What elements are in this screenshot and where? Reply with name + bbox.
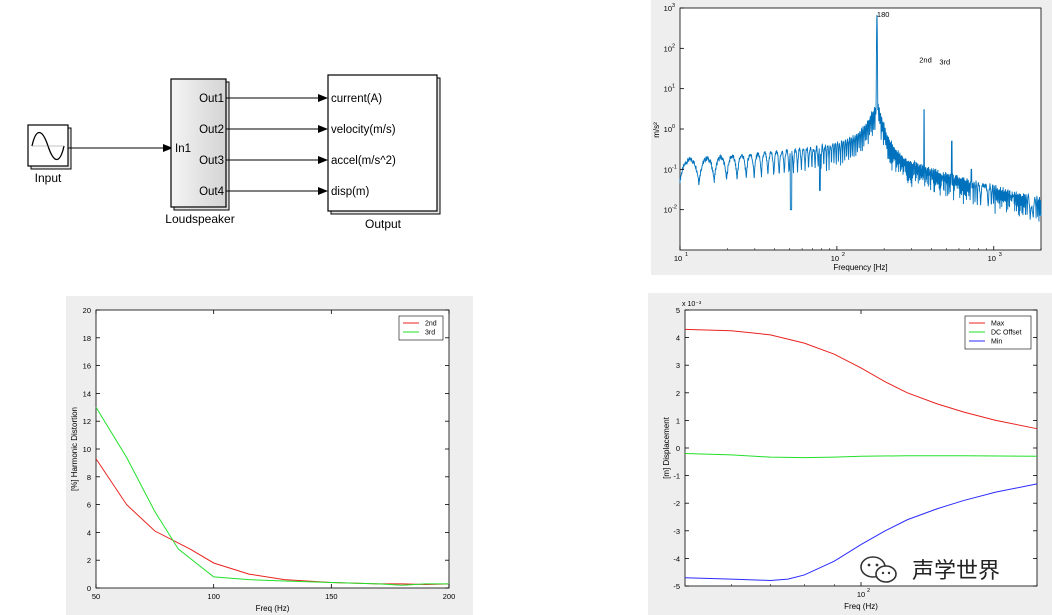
y-tick-label: 12 bbox=[83, 417, 91, 426]
series-line-max bbox=[684, 328, 1038, 430]
y-tick-label: 0 bbox=[676, 444, 680, 453]
y-tick-exponent: 1 bbox=[672, 84, 675, 90]
y-tick-label: 8 bbox=[87, 473, 91, 482]
y-tick-label: -1 bbox=[673, 472, 680, 481]
x-axis-label: Freq (Hz) bbox=[844, 602, 878, 611]
plot-area bbox=[679, 7, 1042, 251]
legend-box bbox=[398, 315, 444, 341]
legend-label: DC Offset bbox=[991, 330, 1022, 337]
y-tick-label: 6 bbox=[87, 501, 91, 510]
y-tick-label: 2 bbox=[676, 389, 680, 398]
loudspeaker-out-port: Out2 bbox=[199, 124, 224, 136]
legend-label: Min bbox=[991, 339, 1002, 346]
displacement-chart: 10 2 -5 -4 -3 -2 -1 0 1 2 3 4 5 Freq (Hz) [m] Displace… bbox=[648, 293, 1052, 615]
x-tick-label: 10 bbox=[831, 254, 839, 263]
x-tick-label: 10 bbox=[674, 254, 682, 263]
loudspeaker-in-port: In1 bbox=[175, 143, 191, 155]
spectrum-chart: 10 1 10 2 10 3 10 -2 10 -1 10 0 10 1 10 2 10 3 Frequency [… bbox=[651, 0, 1052, 275]
y-tick-label: -5 bbox=[673, 582, 680, 591]
plot-area bbox=[684, 309, 1038, 587]
annotation: 2nd bbox=[919, 55, 932, 64]
output-in-port: accel(m/s^2) bbox=[331, 155, 396, 167]
output-label: Output bbox=[365, 217, 402, 231]
y-tick-label: 1 bbox=[676, 416, 680, 425]
loudspeaker-block[interactable] bbox=[170, 78, 230, 211]
legend-label: Max bbox=[991, 321, 1005, 328]
series-line-min bbox=[684, 483, 1038, 581]
y-tick-label: 14 bbox=[83, 389, 91, 398]
x-tick-exponent: 2 bbox=[842, 252, 845, 258]
y-tick-label: 20 bbox=[83, 306, 91, 315]
y-axis-label: m/s² bbox=[652, 122, 661, 138]
y-tick-label: 18 bbox=[83, 334, 91, 343]
y-tick-label: -2 bbox=[673, 499, 680, 508]
y-tick-exponent: 2 bbox=[672, 43, 675, 49]
y-tick-label: 0 bbox=[87, 584, 91, 593]
y-tick-label: 10 bbox=[664, 206, 672, 215]
spectrum-series-line bbox=[679, 14, 1042, 222]
y-axis-label: [m] Displacement bbox=[662, 416, 671, 479]
y-tick-label: 2 bbox=[87, 556, 91, 565]
annotation: 3rd bbox=[939, 57, 950, 66]
input-block[interactable] bbox=[27, 124, 72, 170]
loudspeaker-label: Loudspeaker bbox=[165, 212, 234, 226]
simulink-diagram: Input In1 Out1 Out2 Out3 Out4 Loudspeake… bbox=[0, 0, 640, 285]
y-tick-exponent: 3 bbox=[672, 3, 675, 9]
series-line-3rd bbox=[95, 407, 449, 586]
y-tick-label: -4 bbox=[673, 554, 680, 563]
x-tick-exponent: 1 bbox=[685, 252, 688, 258]
output-block[interactable] bbox=[327, 74, 441, 215]
loudspeaker-out-port: Out3 bbox=[199, 155, 224, 167]
y-tick-label: 10 bbox=[664, 44, 672, 53]
x-axis-label: Frequency [Hz] bbox=[833, 263, 887, 272]
annotation: 180 bbox=[877, 10, 890, 19]
y-tick-label: -3 bbox=[673, 527, 680, 536]
series-line-2nd bbox=[95, 458, 450, 586]
x-tick-label: 100 bbox=[207, 592, 220, 601]
y-tick-label: 4 bbox=[87, 528, 91, 537]
loudspeaker-out-port: Out1 bbox=[199, 93, 224, 105]
plot-area bbox=[95, 309, 450, 589]
watermark: 声学世界 bbox=[856, 552, 1036, 588]
watermark-text: 声学世界 bbox=[912, 559, 1000, 584]
y-tick-exponent: -1 bbox=[672, 164, 677, 170]
loudspeaker-out-port: Out4 bbox=[199, 186, 225, 198]
y-tick-label: 3 bbox=[676, 361, 680, 370]
output-in-port: disp(m) bbox=[331, 186, 370, 198]
y-tick-label: 10 bbox=[83, 445, 91, 454]
y-tick-label: 5 bbox=[676, 306, 680, 315]
legend-label: 3rd bbox=[425, 330, 435, 337]
y-tick-label: 10 bbox=[664, 125, 672, 134]
y-tick-label: 10 bbox=[664, 4, 672, 13]
harmonic-distortion-chart: 50 100 150 200 0 2 4 6 8 10 12 14 16 18 20 Freq (Hz) [%]… bbox=[66, 296, 473, 615]
wechat-icon bbox=[860, 556, 897, 583]
output-in-port: velocity(m/s) bbox=[331, 124, 396, 136]
x-tick-exponent: 3 bbox=[999, 252, 1002, 258]
x-tick-label: 10 bbox=[988, 254, 996, 263]
x-tick-label: 200 bbox=[443, 592, 456, 601]
y-tick-label: 16 bbox=[83, 362, 91, 371]
y-tick-label: 4 bbox=[676, 334, 680, 343]
x-axis-label: Freq (Hz) bbox=[256, 604, 290, 613]
series-line-dc-offset bbox=[684, 453, 1038, 459]
y-scale-exponent: x 10⁻³ bbox=[682, 301, 702, 308]
x-tick-label: 150 bbox=[325, 592, 338, 601]
input-label: Input bbox=[35, 171, 62, 185]
y-axis-label: [%] Harmonic Distortion bbox=[70, 407, 79, 491]
y-tick-label: 10 bbox=[664, 165, 672, 174]
y-tick-exponent: 0 bbox=[672, 124, 675, 130]
x-tick-label: 50 bbox=[92, 592, 100, 601]
y-tick-exponent: -2 bbox=[672, 205, 677, 211]
legend-label: 2nd bbox=[425, 321, 437, 328]
y-tick-label: 10 bbox=[664, 85, 672, 94]
x-tick-exponent: 2 bbox=[867, 588, 870, 594]
x-tick-label: 10 bbox=[857, 590, 865, 599]
output-in-port: current(A) bbox=[331, 93, 382, 105]
